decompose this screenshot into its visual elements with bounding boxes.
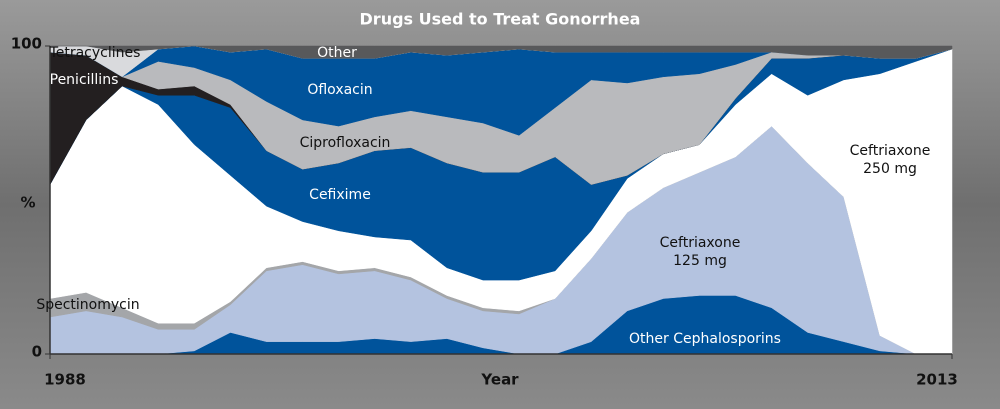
- area-label: Other Cephalosporins: [629, 331, 781, 347]
- area-label: Ciprofloxacin: [299, 135, 391, 151]
- chart-title: Drugs Used to Treat Gonorrhea: [360, 10, 641, 29]
- area-label: Other: [317, 45, 357, 61]
- area-label: Ceftriaxone 125 mg: [659, 235, 741, 269]
- area-label: Ofloxacin: [307, 82, 373, 98]
- y-axis-label: %: [20, 194, 35, 212]
- x-tick-label: 1988: [44, 371, 86, 389]
- area-label: Ceftriaxone 250 mg: [849, 143, 931, 177]
- y-tick-label: 100: [11, 35, 42, 53]
- area-label: Spectinomycin: [36, 297, 140, 313]
- area-label: Cefixime: [309, 187, 371, 203]
- area-label: Tetracyclines: [49, 45, 141, 61]
- y-tick-label: 0: [32, 343, 42, 361]
- x-tick-label: 2013: [916, 371, 958, 389]
- area-label: Penicillins: [49, 72, 119, 88]
- area: [50, 45, 953, 59]
- x-axis-label: Year: [480, 371, 519, 389]
